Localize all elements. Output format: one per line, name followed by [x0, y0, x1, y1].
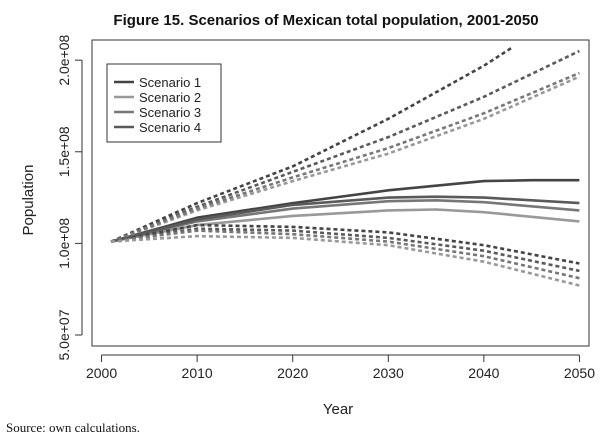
legend-label: Scenario 3	[139, 105, 201, 120]
series-line-scenario-1-lower-bound	[110, 223, 580, 265]
legend-label: Scenario 4	[139, 120, 201, 135]
series-line-scenario-4-upper-bound	[110, 49, 580, 243]
plot-frame	[91, 39, 590, 347]
x-tick-label: 2040	[468, 365, 499, 381]
y-axis: 5.0e+07 1.0e+08 1.5e+08 2.0e+08	[56, 34, 83, 361]
legend-label: Scenario 2	[139, 90, 201, 105]
series-line-scenario-2-upper-bound	[110, 75, 580, 243]
x-axis-label: Year	[323, 401, 353, 418]
x-tick-label: 2030	[373, 365, 404, 381]
chart-figure: Figure 15. Scenarios of Mexican total po…	[20, 12, 595, 418]
x-tick-label: 2020	[277, 365, 308, 381]
x-tick-label: 2000	[86, 365, 117, 381]
series-lines	[110, 46, 580, 287]
legend-box	[106, 63, 222, 143]
x-axis: 2000 2010 2020 2030 2040 2050	[86, 354, 595, 381]
y-tick-label: 5.0e+07	[56, 309, 72, 360]
series-line-scenario-1-upper-bound	[110, 46, 514, 243]
series-line-scenario-3	[110, 199, 580, 243]
legend-label: Scenario 1	[139, 75, 201, 90]
y-tick-label: 1.0e+08	[56, 218, 72, 269]
source-note: Source: own calculations.	[6, 420, 140, 435]
series-line-scenario-1	[110, 178, 580, 243]
series-line-scenario-3-lower-bound	[110, 229, 580, 280]
y-tick-label: 2.0e+08	[56, 34, 72, 85]
x-tick-label: 2010	[182, 365, 213, 381]
series-line-scenario-4-lower-bound	[110, 227, 580, 273]
series-line-scenario-4	[110, 195, 580, 243]
series-line-scenario-2-lower-bound	[111, 234, 580, 287]
chart-title: Figure 15. Scenarios of Mexican total po…	[113, 12, 538, 29]
x-tick-label: 2050	[564, 365, 595, 381]
y-tick-label: 1.5e+08	[56, 126, 72, 177]
y-axis-label: Population	[20, 165, 37, 236]
